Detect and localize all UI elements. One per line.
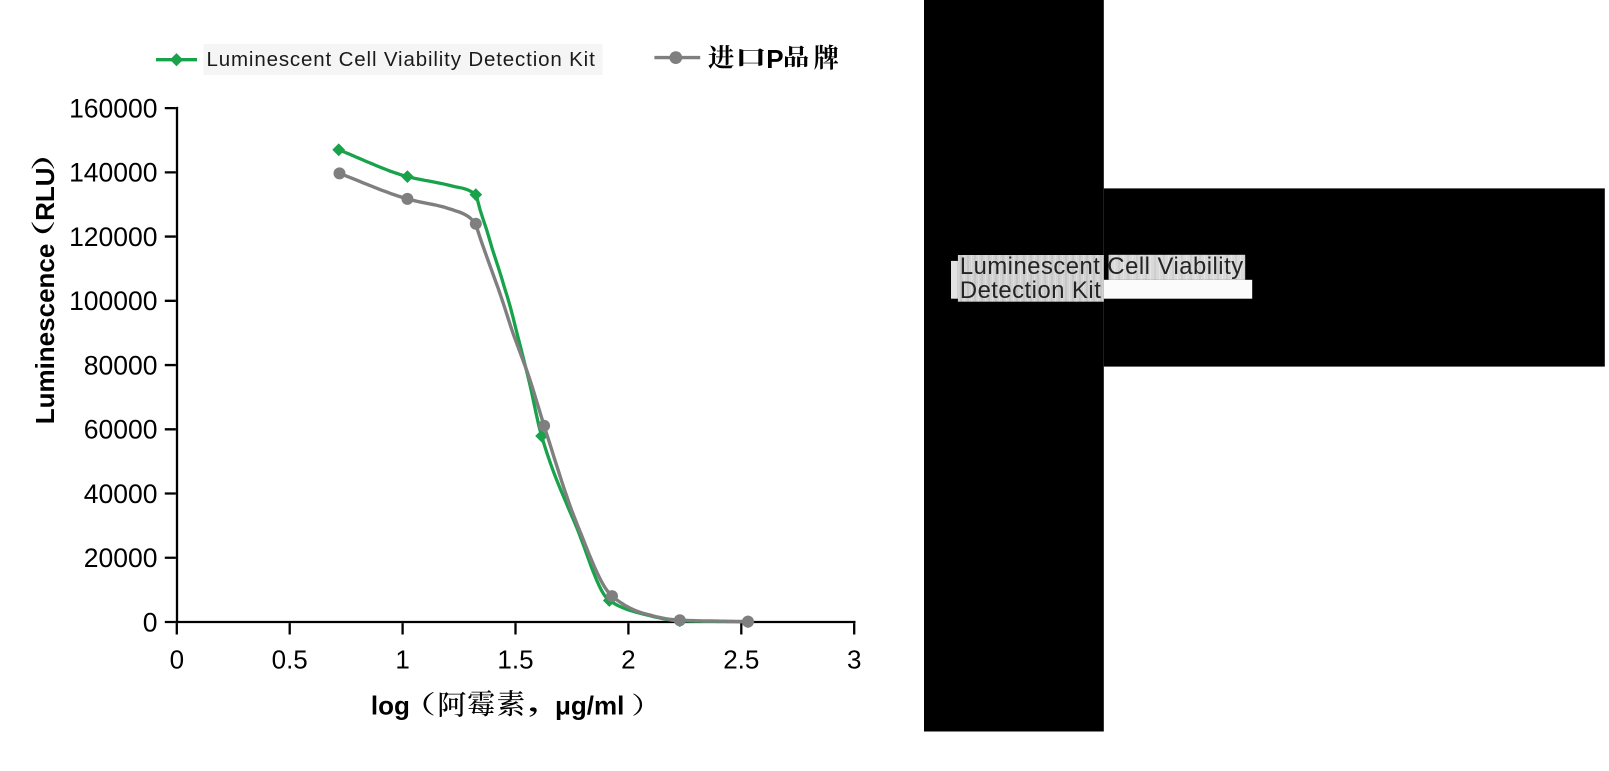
- svg-text:100000: 100000: [69, 286, 157, 316]
- svg-text:80000: 80000: [84, 350, 158, 380]
- svg-text:20000: 20000: [84, 543, 158, 573]
- svg-text:0: 0: [143, 607, 158, 637]
- svg-text:0: 0: [170, 645, 184, 675]
- svg-text:Luminescence: Luminescence: [30, 244, 60, 425]
- svg-text:RLU: RLU: [30, 167, 60, 220]
- svg-text:160000: 160000: [69, 93, 157, 123]
- svg-text:140000: 140000: [69, 158, 157, 188]
- svg-text:P: P: [766, 44, 783, 74]
- svg-text:Detection Kit: Detection Kit: [960, 277, 1101, 304]
- svg-text:3: 3: [847, 645, 861, 675]
- svg-text:Luminescent Cell Viability: Luminescent Cell Viability: [960, 253, 1244, 280]
- svg-text:log: log: [371, 691, 410, 721]
- svg-text:2: 2: [621, 645, 635, 675]
- svg-text:0.5: 0.5: [272, 645, 308, 675]
- svg-text:1.5: 1.5: [497, 645, 533, 675]
- svg-text:1: 1: [395, 645, 409, 675]
- svg-text:120000: 120000: [69, 222, 157, 252]
- svg-text:μg/ml: μg/ml: [555, 691, 624, 721]
- svg-text:2.5: 2.5: [723, 645, 759, 675]
- svg-text:40000: 40000: [84, 479, 158, 509]
- svg-text:60000: 60000: [84, 415, 158, 445]
- svg-text:Luminescent Cell Viability Det: Luminescent Cell Viability Detection Kit: [207, 48, 596, 71]
